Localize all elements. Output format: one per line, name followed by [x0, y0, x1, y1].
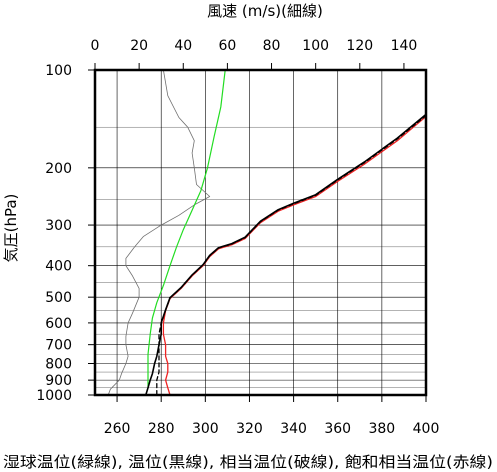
- y-tick-label: 400: [45, 259, 72, 275]
- top-tick-label: 140: [391, 38, 418, 54]
- bottom-tick-label: 300: [192, 421, 219, 437]
- y-tick-label: 1000: [36, 388, 72, 404]
- series-layer: [107, 69, 427, 396]
- y-tick-label: 100: [45, 63, 72, 79]
- plot-frame: [93, 68, 428, 397]
- top-tick-label: 100: [302, 38, 329, 54]
- series-line-風速: [107, 69, 211, 396]
- y-axis-label: 気圧(hPa): [2, 194, 20, 263]
- y-tick-label: 500: [45, 290, 72, 306]
- y-tick-label: 200: [45, 161, 72, 177]
- top-tick-label: 20: [130, 38, 148, 54]
- bottom-tick-label: 260: [104, 421, 131, 437]
- bottom-tick-label: 340: [280, 421, 307, 437]
- top-axis-label: 風速 (m/s)(細線): [207, 2, 323, 20]
- series-line-飽和相当温位: [162, 115, 427, 396]
- top-tick-label: 120: [346, 38, 373, 54]
- y-tick-label: 900: [45, 373, 72, 389]
- top-tick-label: 0: [91, 38, 100, 54]
- y-tick-label: 700: [45, 338, 72, 354]
- top-tick-label: 60: [218, 38, 236, 54]
- grid: [95, 69, 427, 396]
- y-tick-label: 800: [45, 357, 72, 373]
- series-line-温位: [145, 113, 427, 396]
- y-tick-label: 600: [45, 316, 72, 332]
- top-tick-label: 80: [263, 38, 281, 54]
- top-tick-label: 40: [174, 38, 192, 54]
- y-tick-label: 300: [45, 218, 72, 234]
- tick-marks: [88, 63, 427, 402]
- bottom-axis-tick-labels: 260 280 300 320 340 360 380 400: [104, 421, 440, 437]
- bottom-tick-label: 400: [413, 421, 440, 437]
- bottom-axis-label: 湿球温位(緑線), 温位(黒線), 相当温位(破線), 飽和相当温位(赤線): [3, 453, 493, 471]
- bottom-tick-label: 320: [236, 421, 263, 437]
- series-line-湿球温位: [147, 69, 226, 389]
- bottom-tick-label: 280: [148, 421, 175, 437]
- bottom-tick-label: 360: [324, 421, 351, 437]
- top-axis-tick-labels: 0 20 40 60 80 100 120 140: [91, 38, 418, 54]
- bottom-tick-label: 380: [368, 421, 395, 437]
- series-line-相当温位: [156, 114, 427, 396]
